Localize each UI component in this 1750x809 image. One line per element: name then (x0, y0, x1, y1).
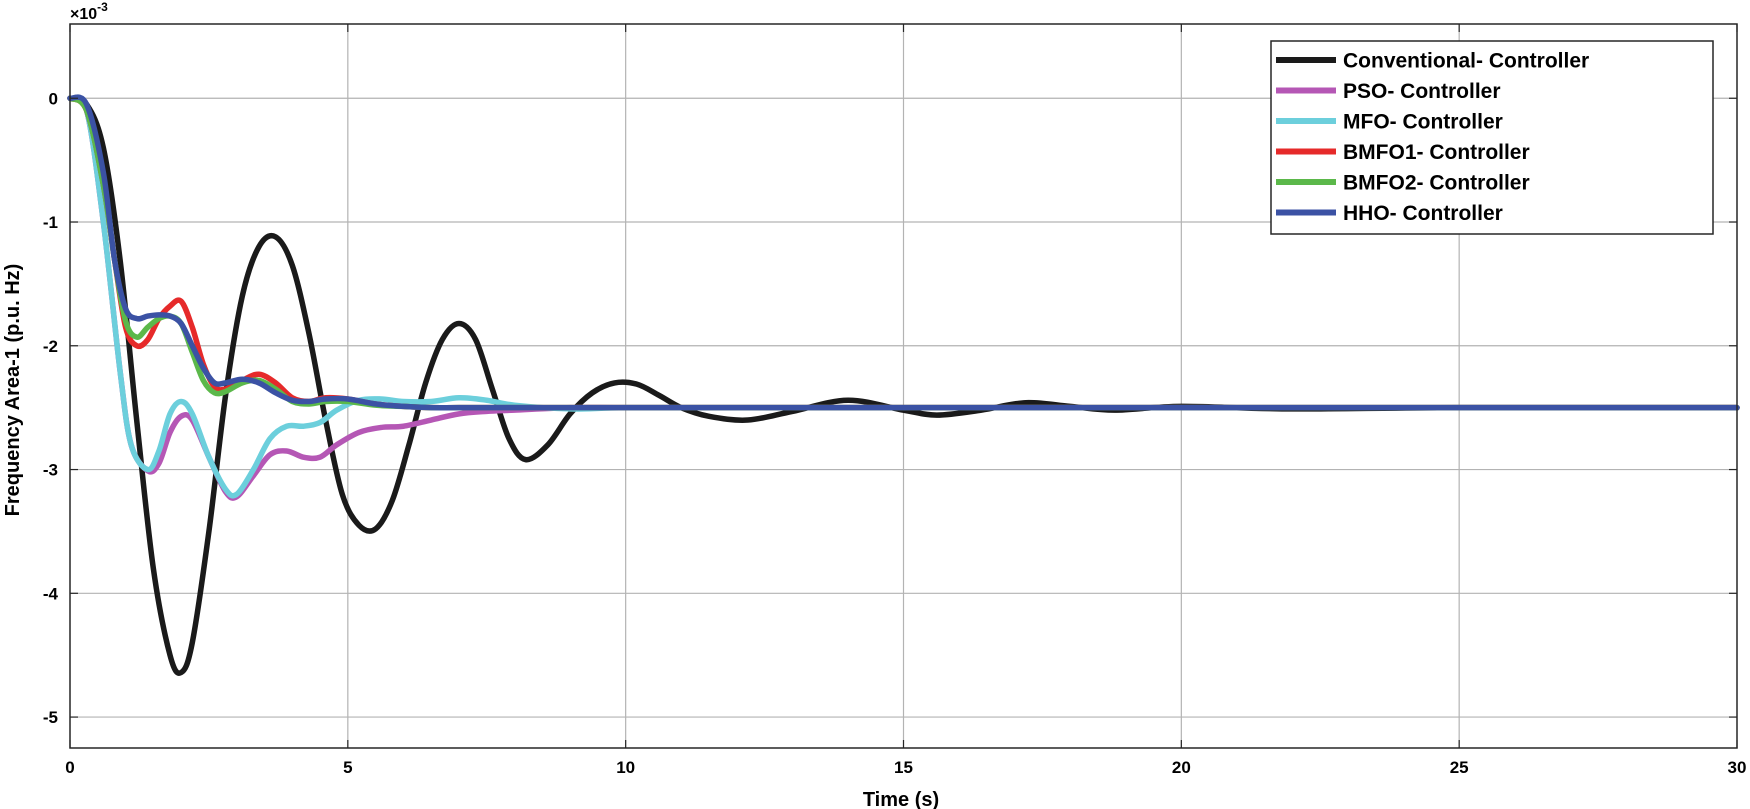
legend-label: HHO- Controller (1343, 202, 1503, 225)
series-line-1 (67, 95, 1740, 676)
series-lines (67, 94, 1740, 676)
x-tick-label: 20 (1172, 758, 1191, 777)
legend-label: BMFO1- Controller (1343, 141, 1530, 164)
y-tick-label: -5 (43, 708, 58, 727)
legend-label: Conventional- Controller (1343, 50, 1589, 73)
tick-labels: 0 5 10 15 20 25 30 0 -1 -2 -3 -4 -5 (43, 24, 1747, 777)
x-tick-label: 25 (1450, 758, 1469, 777)
y-tick-label: -4 (43, 584, 59, 603)
x-tick-label: 10 (616, 758, 635, 777)
legend-label: PSO- Controller (1343, 80, 1501, 103)
series-line-6 (67, 94, 1740, 411)
x-tick-label: 30 (1728, 758, 1747, 777)
y-tick-label: -2 (43, 337, 58, 356)
legend-label: BMFO2- Controller (1343, 172, 1530, 195)
y-tick-label: -1 (43, 213, 58, 232)
grid (70, 24, 1737, 748)
x-tick-label: 5 (343, 758, 352, 777)
legend: Conventional- Controller PSO- Controller M… (1270, 40, 1714, 235)
x-axis-title: Time (s) (863, 789, 939, 809)
y-tick-label: -3 (43, 461, 58, 480)
y-axis-title: Frequency Area-1 (p.u. Hz) (2, 264, 24, 517)
x-tick-label: 15 (894, 758, 913, 777)
legend-label: MFO- Controller (1343, 111, 1503, 134)
x-tick-label: 0 (65, 758, 74, 777)
y-tick-label: 0 (49, 89, 58, 108)
legend-box (1270, 40, 1714, 235)
y-multiplier: ×10-3 (70, 0, 108, 23)
